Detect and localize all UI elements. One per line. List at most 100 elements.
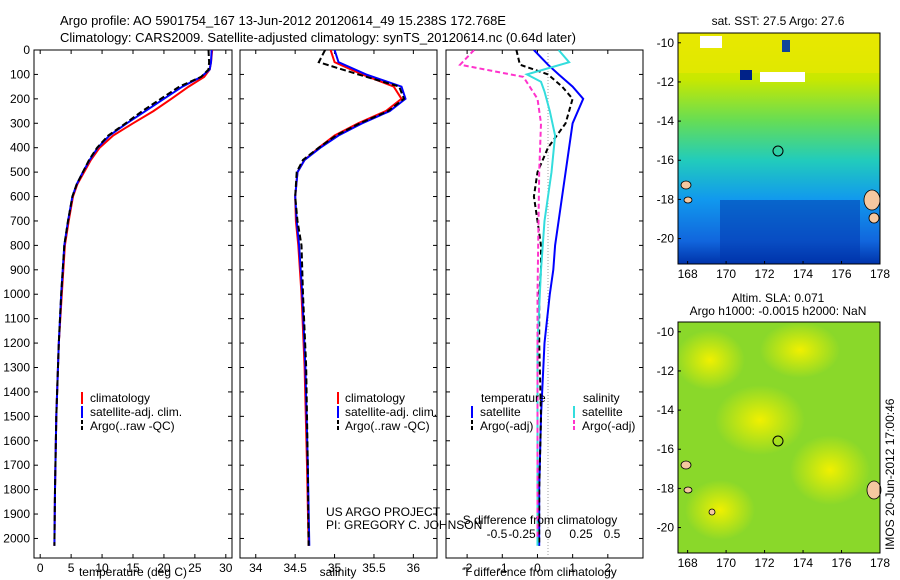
y-tick-label: -20 — [657, 521, 675, 535]
salinity-axes — [239, 49, 438, 559]
y-tick-label: -18 — [657, 192, 675, 206]
island-shape — [866, 480, 882, 500]
legend-argo-label: Argo(..raw -QC) — [90, 419, 175, 433]
y-tick-label: -16 — [657, 153, 675, 167]
x-tick-label: 178 — [870, 556, 890, 570]
sla-map-title: Altim. SLA: 0.071 — [732, 291, 825, 305]
y-tick-label: -16 — [657, 442, 675, 456]
y-tick-label: 1800 — [3, 483, 30, 497]
x-tick-label: 170 — [716, 267, 736, 281]
y-tick-label: -12 — [657, 364, 675, 378]
x-tick-label: 174 — [793, 556, 813, 570]
island-shape — [683, 486, 693, 494]
y-tick-label: -12 — [657, 75, 675, 89]
s-x-tick-label: -0.25 — [508, 527, 536, 541]
sst-map-axes — [677, 32, 881, 265]
y-tick-label: 700 — [10, 214, 30, 228]
x-tick-label: -1 — [497, 561, 508, 575]
temperature-xlabel: temperature (deg C) — [79, 565, 187, 579]
sst-missing-patch — [760, 72, 805, 82]
x-tick-label: 174 — [793, 267, 813, 281]
island-shape — [680, 460, 692, 470]
sla-map-axes — [677, 321, 881, 554]
series-line-argo-raw-qc- — [294, 50, 406, 546]
series-line-climatology — [294, 50, 403, 546]
s-x-tick-label: -0.5 — [487, 527, 508, 541]
legend-argo-label: Argo(..raw -QC) — [345, 419, 430, 433]
sla-high-blob — [715, 385, 805, 455]
sst-map-title: sat. SST: 27.5 Argo: 27.6 — [712, 14, 845, 28]
x-tick-label: 5 — [68, 561, 75, 575]
sla-map-subtitle: Argo h1000: -0.0015 h2000: NaN — [690, 304, 867, 318]
imos-credit: IMOS 20-Jun-2012 17:00:46 — [883, 398, 897, 550]
sst-cold-spot — [740, 70, 752, 80]
s-difference-xlabel: S difference from climatology — [463, 513, 618, 527]
y-tick-label: -18 — [657, 481, 675, 495]
legend-satellite-label: satellite-adj. clim. — [345, 405, 437, 419]
y-tick-label: -10 — [657, 325, 675, 339]
sst-cold-spot — [782, 40, 790, 52]
x-tick-label: 168 — [678, 556, 698, 570]
legend-temperature-header: temperature — [481, 391, 546, 405]
y-tick-label: -14 — [657, 114, 675, 128]
y-tick-label: 1000 — [3, 287, 30, 301]
salinity-panel: 34 34.5 35 35.5 36 salinity climatology sate… — [239, 49, 482, 579]
sst-cold-region — [720, 200, 860, 260]
series-line-s-satellite — [524, 50, 571, 546]
y-tick-label: 900 — [10, 263, 30, 277]
sla-high-blob — [790, 435, 870, 505]
x-tick-label: 2 — [604, 561, 611, 575]
pi-annotation: PI: GREGORY C. JOHNSON — [326, 518, 482, 532]
legend-climatology-label: climatology — [345, 391, 405, 405]
y-tick-label: 1900 — [3, 507, 30, 521]
y-tick-label: 1400 — [3, 385, 30, 399]
x-tick-label: 0 — [534, 561, 541, 575]
x-tick-label: 172 — [755, 267, 775, 281]
x-tick-label: 168 — [678, 267, 698, 281]
y-tick-label: 1300 — [3, 361, 30, 375]
x-tick-label: 35 — [328, 561, 342, 575]
x-tick-label: 36 — [407, 561, 421, 575]
y-tick-label: -14 — [657, 403, 675, 417]
x-tick-label: 1 — [569, 561, 576, 575]
sla-high-blob — [760, 322, 840, 378]
island-shape — [680, 180, 692, 190]
series-line-t-satellite — [533, 50, 585, 546]
y-tick-label: 800 — [10, 238, 30, 252]
series-line-satellite-adj-clim- — [294, 50, 407, 546]
s-x-tick-label: 0.5 — [604, 527, 621, 541]
legend-s-satellite-label: satellite — [582, 405, 623, 419]
s-x-tick-label: 0 — [545, 527, 552, 541]
x-tick-label: 34 — [249, 561, 263, 575]
series-line-argo-raw-qc- — [53, 50, 211, 546]
project-annotation: US ARGO PROJECT — [326, 505, 441, 519]
y-tick-label: 400 — [10, 141, 30, 155]
salinity-legend: climatology satellite-adj. clim. Argo(..… — [337, 391, 437, 433]
x-tick-label: 176 — [832, 267, 852, 281]
t-difference-xlabel: T difference from climatology — [463, 565, 617, 579]
y-tick-label: 100 — [10, 67, 30, 81]
difference-axes — [445, 49, 644, 559]
x-tick-label: 172 — [755, 556, 775, 570]
y-tick-label: 1700 — [3, 458, 30, 472]
x-tick-label: 10 — [95, 561, 109, 575]
legend-s-argo-label: Argo(-adj) — [582, 419, 635, 433]
y-tick-label: 1100 — [4, 312, 30, 326]
argo-position-marker — [772, 145, 784, 157]
y-tick-label: 0 — [23, 43, 30, 57]
x-tick-label: 178 — [870, 267, 890, 281]
y-tick-label: 2000 — [3, 531, 30, 545]
difference-panel: -2 -1 0 1 2 S difference from climatology -0… — [445, 49, 644, 579]
temperature-axes — [33, 49, 233, 559]
x-tick-label: 30 — [219, 561, 233, 575]
y-tick-label: 1200 — [3, 336, 30, 350]
sst-map-panel: sat. SST: 27.5 Argo: 27.6 168 170 172 174 17… — [657, 14, 891, 281]
series-line-climatology — [53, 50, 214, 546]
y-tick-label: -10 — [657, 36, 675, 50]
sst-missing-patch — [700, 36, 722, 48]
y-tick-label: -20 — [657, 232, 675, 246]
legend-t-argo-label: Argo(-adj) — [480, 419, 533, 433]
island-shape — [683, 196, 693, 204]
series-line-t-argo-adj- — [515, 50, 574, 546]
